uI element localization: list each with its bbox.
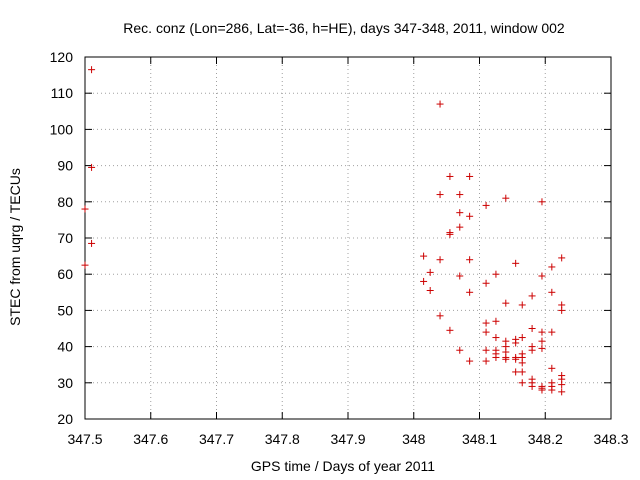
data-point	[538, 198, 546, 206]
data-point	[528, 382, 536, 390]
axis-ticks	[84, 56, 612, 420]
x-tick-label: 347.9	[330, 431, 365, 447]
y-tick-labels: 20 30 40 50 60 70 80 90 100 110 120	[50, 49, 74, 427]
data-point	[466, 288, 474, 296]
y-tick-label: 60	[57, 266, 73, 282]
data-point	[512, 259, 520, 267]
data-point	[456, 223, 464, 231]
data-point	[482, 328, 490, 336]
data-point	[518, 359, 526, 367]
data-point	[436, 100, 444, 108]
data-point	[436, 312, 444, 320]
data-point	[466, 357, 474, 365]
grid-lines	[85, 57, 611, 419]
data-point	[436, 191, 444, 199]
data-point	[81, 205, 89, 213]
data-point	[518, 379, 526, 387]
data-point	[538, 386, 546, 394]
data-point	[492, 317, 500, 325]
data-point	[466, 172, 474, 180]
data-point	[538, 337, 546, 345]
data-point	[548, 364, 556, 372]
y-tick-label: 110	[51, 85, 74, 101]
data-point	[482, 201, 490, 209]
y-tick-label: 20	[57, 411, 73, 427]
data-point	[502, 355, 510, 363]
data-point	[420, 252, 428, 260]
y-tick-label: 40	[57, 339, 73, 355]
data-point	[558, 306, 566, 314]
data-point	[81, 261, 89, 269]
data-point	[538, 328, 546, 336]
data-point	[502, 299, 510, 307]
data-point	[420, 277, 428, 285]
data-point	[518, 334, 526, 342]
data-point	[466, 256, 474, 264]
data-point	[456, 272, 464, 280]
data-point	[446, 230, 454, 238]
x-tick-label: 347.5	[67, 431, 102, 447]
y-tick-label: 30	[57, 375, 73, 391]
data-points	[81, 66, 566, 396]
data-point	[482, 346, 490, 354]
data-point	[538, 344, 546, 352]
y-tick-label: 70	[57, 230, 73, 246]
y-axis-title: STEC from uqrg / TECUs	[7, 168, 23, 326]
data-point	[426, 268, 434, 276]
y-tick-label: 100	[50, 121, 74, 137]
data-point	[512, 368, 520, 376]
data-point	[518, 368, 526, 376]
x-tick-label: 348.3	[593, 431, 628, 447]
data-point	[466, 212, 474, 220]
data-point	[482, 319, 490, 327]
data-point	[528, 292, 536, 300]
y-tick-label: 80	[57, 194, 73, 210]
data-point	[558, 254, 566, 262]
x-tick-label: 348.1	[462, 431, 497, 447]
data-point	[518, 301, 526, 309]
x-tick-label: 348.2	[528, 431, 563, 447]
data-point	[456, 191, 464, 199]
y-tick-label: 120	[50, 49, 74, 65]
data-point	[538, 272, 546, 280]
x-tick-label: 347.6	[133, 431, 168, 447]
x-tick-labels: 347.5 347.6 347.7 347.8 347.9 348 348.1 348.2 34…	[67, 431, 628, 447]
chart-title: Rec. conz (Lon=286, Lat=-36, h=HE), days…	[123, 20, 565, 36]
data-point	[548, 288, 556, 296]
data-point	[456, 346, 464, 354]
x-axis-title: GPS time / Days of year 2011	[251, 458, 435, 474]
y-tick-label: 50	[57, 302, 73, 318]
data-point	[456, 209, 464, 217]
data-point	[548, 328, 556, 336]
data-point	[88, 66, 96, 74]
data-point	[492, 353, 500, 361]
x-tick-label: 348	[402, 431, 426, 447]
data-point	[528, 325, 536, 332]
x-tick-label: 347.8	[265, 431, 300, 447]
data-point	[502, 194, 510, 202]
data-point	[482, 357, 490, 365]
data-point	[492, 334, 500, 342]
data-point	[446, 326, 454, 334]
data-point	[548, 263, 556, 271]
data-point	[482, 279, 490, 287]
data-point	[426, 286, 434, 294]
data-point	[492, 270, 500, 278]
data-point	[446, 172, 454, 180]
x-tick-label: 347.7	[199, 431, 234, 447]
y-tick-label: 90	[57, 158, 73, 174]
data-point	[548, 386, 556, 394]
data-point	[88, 239, 96, 247]
data-point	[436, 256, 444, 264]
data-point	[558, 381, 566, 389]
data-point	[558, 388, 566, 396]
data-point	[528, 346, 536, 354]
data-point	[512, 339, 520, 347]
data-point	[88, 163, 96, 171]
data-point	[512, 355, 520, 363]
